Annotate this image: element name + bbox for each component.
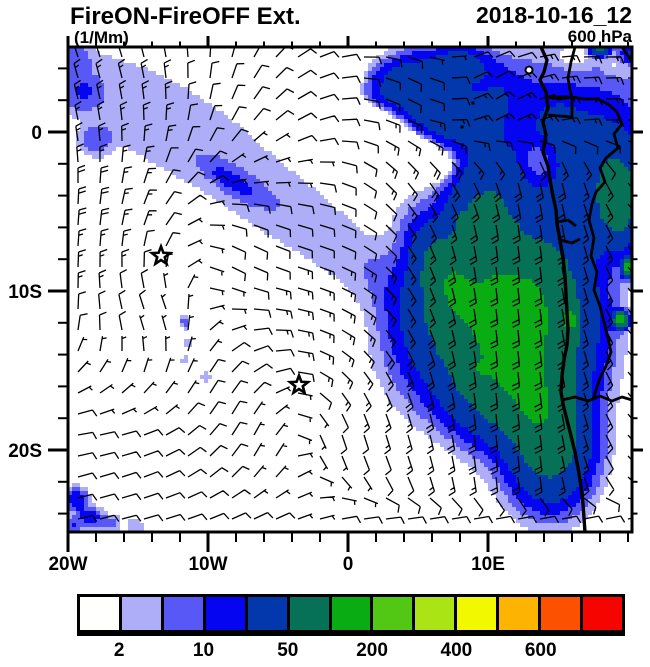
- colorbar-cell: [328, 597, 371, 630]
- colorbar-cell: [496, 597, 539, 630]
- plot-units-label: (1/Mm): [74, 28, 129, 47]
- star-markers: [148, 242, 312, 396]
- country-borders: [546, 47, 632, 403]
- colorbar-tick-label: 400: [440, 640, 473, 661]
- axis-labels: 20W 10W 0 10E 0 10S 20S: [8, 123, 505, 575]
- colorbar-cell: [244, 597, 287, 630]
- islands: [460, 65, 534, 129]
- colorbar-cell: [202, 597, 245, 630]
- plot-datetime: 2018-10-16_12: [475, 2, 632, 28]
- axis-tick-label: 0: [343, 554, 354, 575]
- colorbar-cell: [118, 597, 161, 630]
- plot-pressure-level: 600 hPa: [567, 27, 632, 46]
- map-plot: 20W 10W 0 10E 0 10S 20S: [8, 36, 643, 575]
- colorbar-cell: [80, 597, 119, 630]
- colorbar-tick-label: 600: [524, 640, 557, 661]
- colorbar-tick-label: 50: [277, 640, 299, 661]
- axis-tick-label: 20W: [48, 554, 87, 575]
- axis-ticks: [48, 36, 643, 552]
- colorbar-cell: [160, 597, 203, 630]
- axis-tick-label: 0: [31, 123, 42, 144]
- star-marker: [148, 242, 174, 267]
- island-dot: [460, 125, 464, 129]
- star-marker: [286, 371, 312, 396]
- axis-tick-label: 10S: [8, 282, 42, 303]
- bioko-island: [524, 65, 534, 75]
- axis-tick-label: 20S: [8, 441, 42, 462]
- colorbar-tick-label: 2: [113, 640, 125, 661]
- plot-title: FireON-FireOFF Ext.: [70, 3, 301, 30]
- colorbar-tick-label: 10: [192, 640, 215, 661]
- colorbar-cell: [580, 597, 622, 630]
- colorbar-cell: [454, 597, 497, 630]
- colorbar-tick-label: 200: [356, 640, 388, 661]
- island-dot: [471, 101, 475, 105]
- colorbar-cell: [538, 597, 581, 630]
- colorbar: [77, 594, 625, 636]
- colorbar-cell: [286, 597, 329, 630]
- colorbar-cell: [412, 597, 455, 630]
- coastline: [538, 47, 587, 532]
- colorbar-cell: [370, 597, 413, 630]
- axis-tick-label: 10W: [188, 554, 227, 575]
- axis-tick-label: 10E: [471, 554, 505, 575]
